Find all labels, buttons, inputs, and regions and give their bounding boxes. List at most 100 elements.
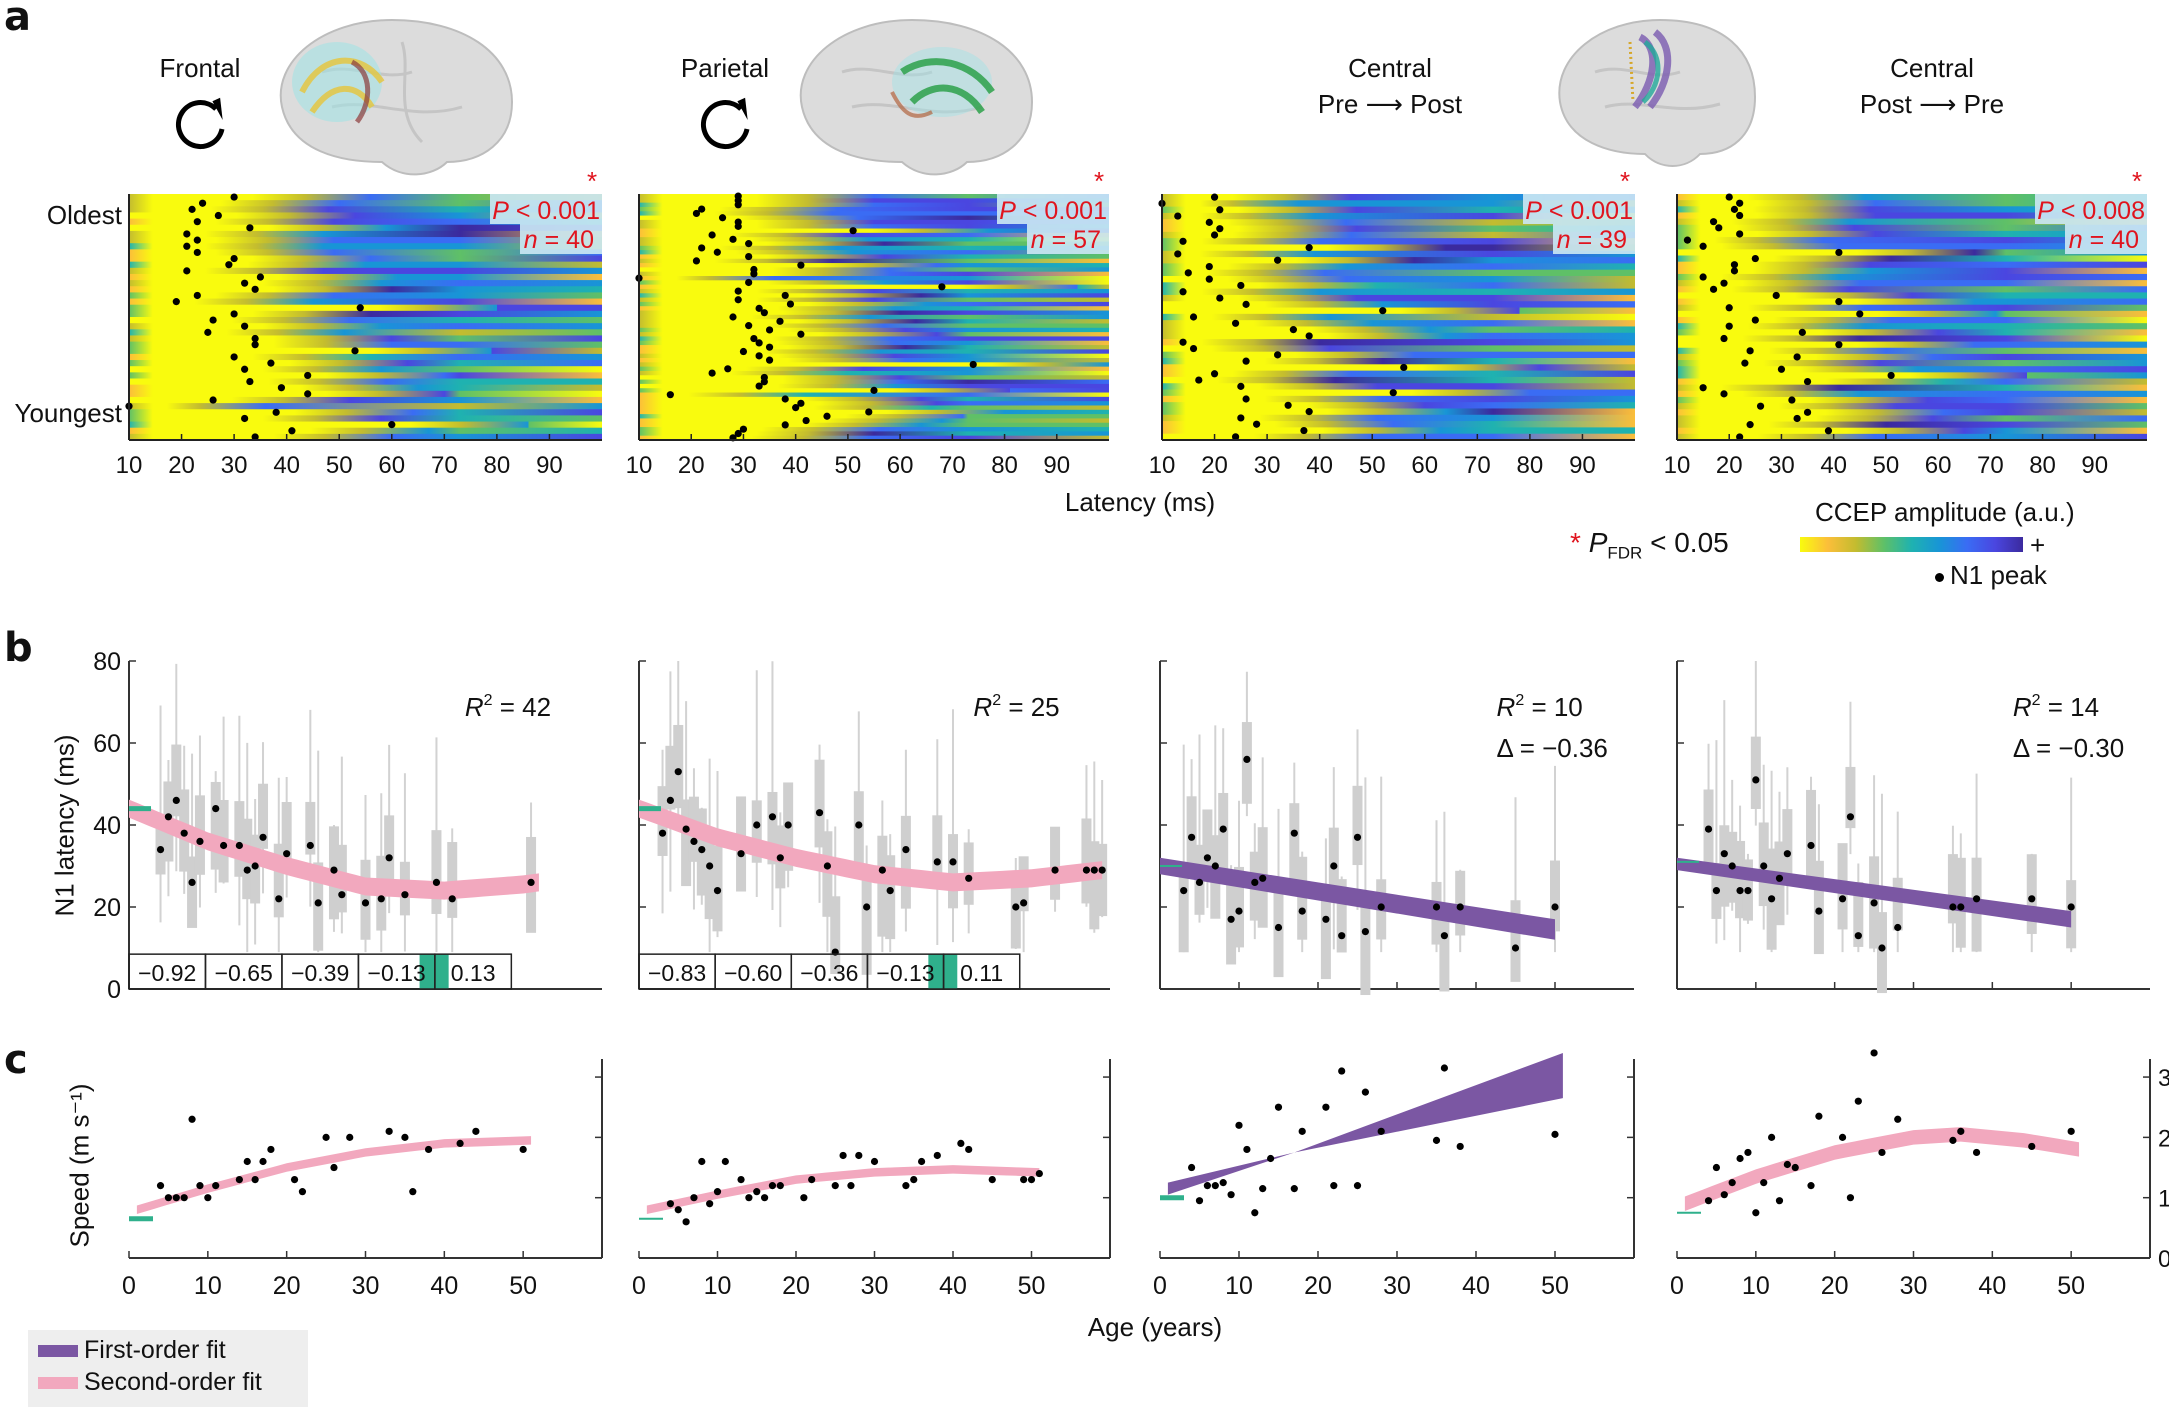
- data-point: [298, 1188, 307, 1196]
- iqr-box: [1089, 841, 1100, 930]
- data-point: [1274, 923, 1283, 932]
- n1-peak-dot: [230, 193, 238, 201]
- data-point: [346, 1133, 354, 1141]
- data-point: [243, 866, 251, 874]
- data-point: [1720, 850, 1728, 858]
- data-point: [721, 1157, 729, 1166]
- heatmap-row: [129, 267, 602, 275]
- heatmap-row: [1162, 326, 1635, 334]
- y-tick-label: 0: [107, 976, 121, 1004]
- heatmap-row: [639, 314, 1109, 320]
- data-point: [180, 1194, 188, 1202]
- heatmap-row: [1677, 292, 2147, 300]
- iqr-box: [751, 800, 762, 863]
- data-point: [674, 768, 682, 776]
- data-point: [1712, 887, 1721, 895]
- n-value: n = 40: [2069, 226, 2139, 254]
- data-point: [1744, 1148, 1752, 1157]
- heatmap-row: [1677, 261, 2147, 269]
- iqr-box: [1782, 809, 1793, 881]
- n1-peak-dot: [755, 304, 763, 312]
- heatmap-row: [1162, 212, 1635, 220]
- second-order-fit-band: [136, 1136, 532, 1214]
- data-point: [1259, 1185, 1267, 1193]
- n1-peak-dot: [698, 205, 706, 213]
- data-point: [424, 1145, 433, 1154]
- heatmap-row: [1677, 249, 2147, 257]
- data-point: [933, 858, 941, 866]
- region-title: Central: [1348, 53, 1432, 83]
- n1-peak-dot: [1305, 408, 1313, 416]
- x-tick-label: 40: [1978, 1272, 2006, 1300]
- x-tick-label: 40: [782, 452, 809, 479]
- x-tick-label: 20: [1304, 1272, 1332, 1300]
- heatmap-row: [639, 323, 1109, 329]
- n1-peak-dot: [1242, 300, 1250, 308]
- data-point: [666, 1200, 675, 1208]
- panel-b-plot-3: R2 = 10 Δ = −0.36: [1159, 660, 1634, 996]
- heatmap-row: [639, 301, 1109, 307]
- heatmap-row: [639, 254, 1109, 260]
- x-tick-label: 40: [1462, 1272, 1490, 1300]
- data-point: [2067, 903, 2075, 911]
- heatmap-ylabel-oldest: Oldest: [46, 200, 122, 230]
- data-point: [1251, 878, 1259, 886]
- heatmap-row: [1677, 409, 2147, 416]
- data-point: [878, 866, 886, 874]
- data-point: [1736, 887, 1744, 895]
- data-point: [1456, 903, 1464, 911]
- n1-peak-dot: [708, 369, 716, 377]
- x-tick-label: 0: [632, 1272, 646, 1300]
- heatmap-row: [1162, 389, 1635, 397]
- heatmap-row: [639, 366, 1109, 372]
- heatmap-row: [1162, 288, 1635, 296]
- p-value: P < 0.001: [492, 197, 600, 225]
- heatmap-row: [129, 347, 602, 355]
- heatmap-row: [639, 418, 1109, 424]
- region-direction: Post ⟶ Pre: [1832, 86, 2032, 122]
- n1-peak-dot: [708, 231, 716, 239]
- n1-peak-dot: [1793, 414, 1801, 423]
- n1-peak-dot: [760, 309, 768, 317]
- heatmap-row: [129, 403, 602, 410]
- heatmap-row: [639, 306, 1109, 312]
- n1-peak-dot: [739, 347, 748, 356]
- second-order-fit-band: [646, 1165, 1040, 1214]
- x-tick-label: 60: [887, 452, 914, 479]
- heatmap-row: [1677, 273, 2147, 281]
- heatmap-row: [129, 200, 602, 207]
- data-point: [1894, 923, 1902, 932]
- n1-peak-dot: [792, 404, 800, 412]
- brain-render-frontal: [279, 18, 514, 176]
- x-tick-label: 20: [168, 452, 195, 479]
- data-point: [1298, 1127, 1306, 1135]
- circular-arrow-icon: [175, 97, 225, 150]
- x-tick-label: 10: [1149, 452, 1176, 479]
- n1-peak-dot: [1179, 338, 1187, 346]
- iqr-box: [1289, 803, 1300, 882]
- x-tick-label: 60: [1411, 452, 1438, 479]
- heatmap-row: [1162, 257, 1635, 264]
- data-point: [1227, 1191, 1235, 1199]
- x-tick-label: 70: [1977, 452, 2004, 479]
- heatmap-row: [639, 353, 1109, 359]
- heatmap-row: [639, 401, 1109, 407]
- data-point: [1098, 866, 1106, 874]
- data-point: [1854, 1097, 1862, 1105]
- heatmap-row: [129, 230, 602, 238]
- n1-peak-dot: [1237, 414, 1245, 422]
- heatmap-row: [1162, 395, 1635, 403]
- data-point: [377, 895, 385, 903]
- data-point: [1180, 887, 1188, 895]
- data-point: [259, 833, 267, 841]
- circular-arrow-icon: [700, 97, 750, 150]
- data-point: [1949, 1136, 1957, 1144]
- second-order-fit-band: [639, 799, 1103, 892]
- n1-peak-dot: [1195, 376, 1203, 384]
- stats-background: [1553, 224, 1635, 254]
- n1-peak-dot: [251, 341, 259, 349]
- region-title: Central: [1890, 53, 1974, 83]
- heatmap-row: [1162, 244, 1635, 252]
- n1-peak-dot: [870, 386, 878, 394]
- data-point: [1878, 944, 1886, 952]
